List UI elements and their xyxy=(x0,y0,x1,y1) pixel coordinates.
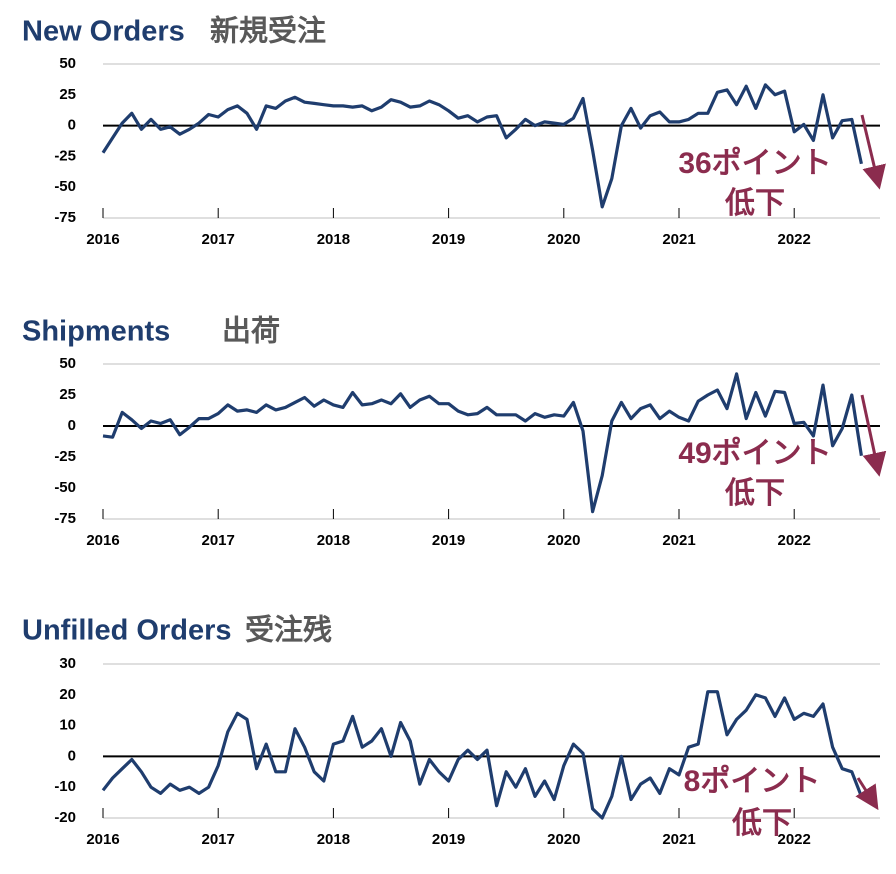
data-line xyxy=(101,690,863,820)
chart-title: Shipments xyxy=(22,316,170,348)
y-tick-label: -25 xyxy=(54,147,76,164)
chart-title: New Orders xyxy=(22,16,185,48)
chart-subtitle: 新規受注 xyxy=(210,14,326,48)
x-tick-label: 2021 xyxy=(662,231,695,248)
x-tick-label: 2018 xyxy=(317,231,350,248)
y-tick-label: 50 xyxy=(59,355,76,372)
x-tick-label: 2019 xyxy=(432,831,465,848)
x-tick-label: 2018 xyxy=(317,532,350,549)
x-tick-label: 2021 xyxy=(662,831,695,848)
x-tick-label: 2016 xyxy=(86,532,119,549)
y-tick-label: -75 xyxy=(54,209,76,226)
y-tick-label: 50 xyxy=(59,55,76,72)
annotation-arrow xyxy=(860,394,887,477)
x-tick-label: 2017 xyxy=(202,831,235,848)
annotation: 低下 xyxy=(731,807,792,840)
annotation-arrow xyxy=(860,114,886,190)
chart-subtitle: 出荷 xyxy=(222,315,280,348)
y-tick-label: 30 xyxy=(59,655,76,672)
y-tick-label: -50 xyxy=(54,178,76,195)
y-tick-label: -75 xyxy=(54,510,76,527)
y-tick-label: 25 xyxy=(59,86,76,103)
y-tick-label: -50 xyxy=(54,479,76,496)
chart-subtitle: 受注残 xyxy=(245,613,332,647)
x-tick-label: 2020 xyxy=(547,532,580,549)
x-tick-label: 2019 xyxy=(432,532,465,549)
annotation: 8ポイント xyxy=(684,765,821,798)
x-tick-label: 2019 xyxy=(432,231,465,248)
annotation: 49ポイント xyxy=(678,437,831,470)
x-tick-label: 2016 xyxy=(86,231,119,248)
x-tick-label: 2022 xyxy=(778,532,811,549)
x-tick-label: 2017 xyxy=(202,532,235,549)
x-tick-label: 2016 xyxy=(86,831,119,848)
annotation-arrow xyxy=(855,777,879,811)
chart-title: Unfilled Orders xyxy=(22,615,232,647)
y-tick-label: 0 xyxy=(68,117,76,134)
x-tick-label: 2020 xyxy=(547,231,580,248)
y-tick-label: -25 xyxy=(54,448,76,465)
y-tick-label: 0 xyxy=(68,417,76,434)
x-tick-label: 2021 xyxy=(662,532,695,549)
x-tick-label: 2022 xyxy=(778,231,811,248)
x-tick-label: 2018 xyxy=(317,831,350,848)
data-line xyxy=(101,83,863,209)
annotation: 低下 xyxy=(724,477,785,510)
x-tick-label: 2022 xyxy=(778,831,811,848)
annotation: 低下 xyxy=(724,187,785,220)
annotation: 36ポイント xyxy=(678,147,831,180)
y-tick-label: 10 xyxy=(59,717,76,734)
y-tick-label: -10 xyxy=(54,778,76,795)
data-line xyxy=(102,372,863,514)
x-tick-label: 2020 xyxy=(547,831,580,848)
y-tick-label: 20 xyxy=(59,686,76,703)
y-tick-label: 25 xyxy=(59,386,76,403)
y-tick-label: 0 xyxy=(68,747,76,764)
y-tick-label: -20 xyxy=(54,809,76,826)
x-tick-label: 2017 xyxy=(202,231,235,248)
